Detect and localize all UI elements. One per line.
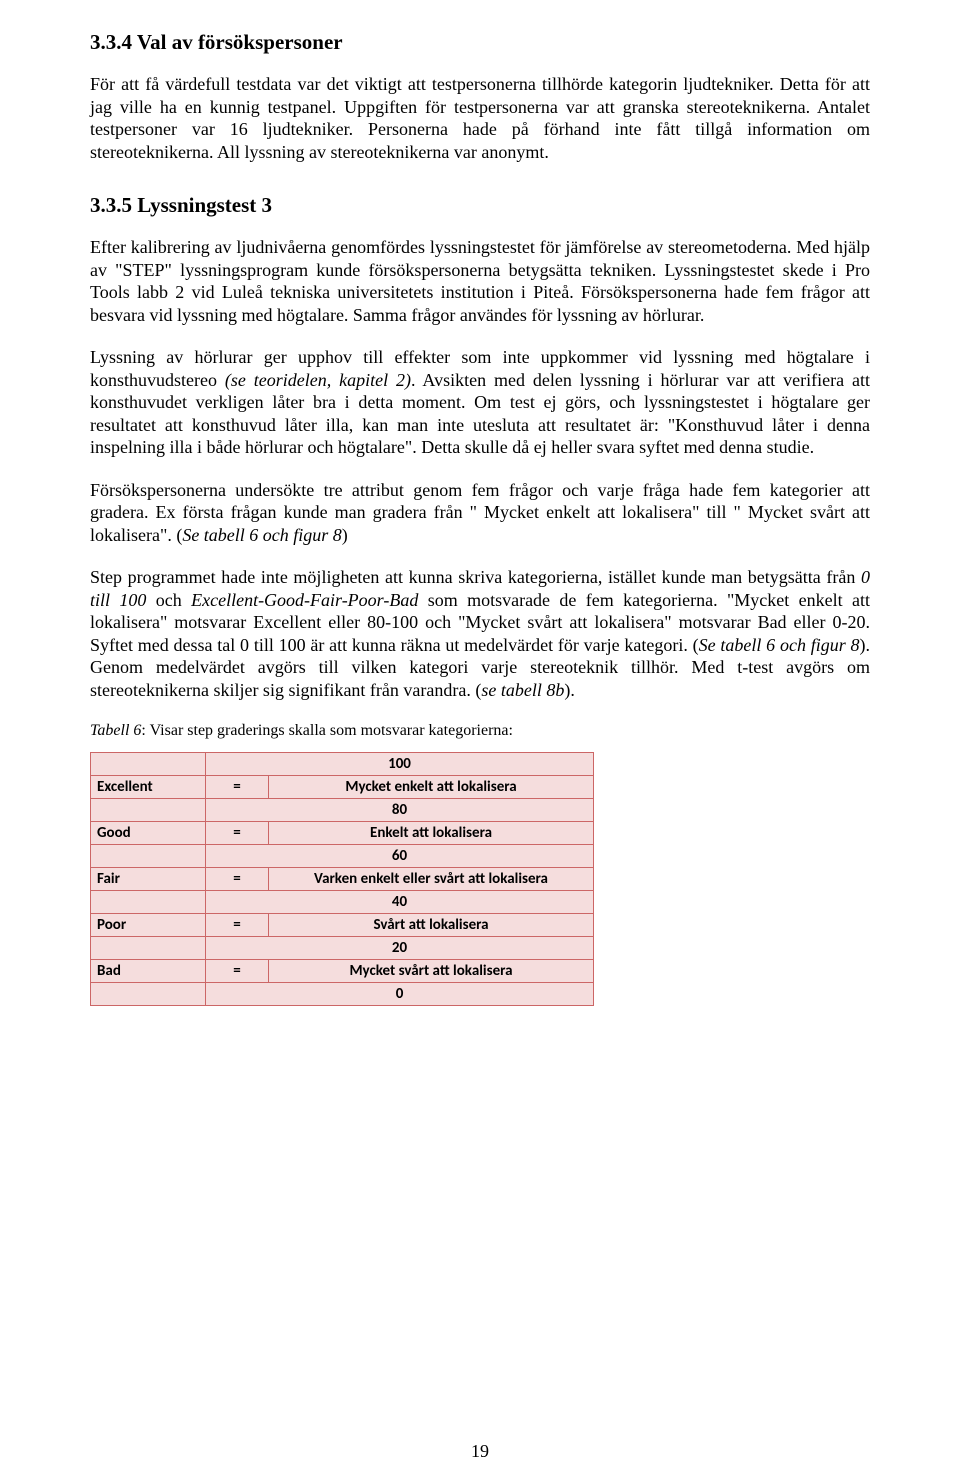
table-cell-category: Excellent [91,775,206,798]
italic-ref: Se tabell 6 och figur 8 [699,635,860,655]
text-span: ). [564,680,575,700]
text-span: och [146,590,191,610]
heading-335: 3.3.5 Lyssningstest 3 [90,193,870,218]
italic-ref: (se teoridelen, kapitel 2) [225,370,411,390]
table-cell-number: 40 [206,890,594,913]
italic-ref: se tabell 8b [481,680,564,700]
table-cell-equals: = [206,959,269,982]
table-cell-number: 60 [206,844,594,867]
caption-text: : Visar step graderings skalla som motsv… [141,722,513,739]
table-cell-empty [91,890,206,913]
table-cell-description: Mycket svårt att lokalisera [269,959,594,982]
table-cell-empty [91,752,206,775]
table-row: 0 [91,982,594,1005]
heading-334: 3.3.4 Val av försökspersoner [90,30,870,55]
table-cell-description: Enkelt att lokalisera [269,821,594,844]
table-cell-category: Bad [91,959,206,982]
table-row: Good=Enkelt att lokalisera [91,821,594,844]
para-335-3: Försökspersonerna undersökte tre attribu… [90,479,870,547]
table-cell-empty [91,844,206,867]
table-cell-equals: = [206,867,269,890]
table-row: Poor=Svårt att lokalisera [91,913,594,936]
table-cell-number: 80 [206,798,594,821]
table-cell-category: Fair [91,867,206,890]
table-cell-category: Poor [91,913,206,936]
table-row: 20 [91,936,594,959]
table-row: 100 [91,752,594,775]
table-row: 60 [91,844,594,867]
caption-label: Tabell 6 [90,722,141,739]
italic-span: Excellent-Good-Fair-Poor-Bad [191,590,418,610]
table-cell-equals: = [206,821,269,844]
table-caption: Tabell 6: Visar step graderings skalla s… [90,721,870,742]
table-cell-description: Varken enkelt eller svårt att lokalisera [269,867,594,890]
table-cell-equals: = [206,913,269,936]
para-335-4: Step programmet hade inte möjligheten at… [90,566,870,701]
para-335-2: Lyssning av hörlurar ger upphov till eff… [90,346,870,459]
table-cell-description: Mycket enkelt att lokalisera [269,775,594,798]
table-cell-number: 20 [206,936,594,959]
table-cell-number: 100 [206,752,594,775]
table-row: 40 [91,890,594,913]
table-cell-description: Svårt att lokalisera [269,913,594,936]
text-span: ) [342,525,348,545]
table-cell-empty [91,798,206,821]
para-335-1: Efter kalibrering av ljudnivåerna genomf… [90,236,870,326]
table-cell-equals: = [206,775,269,798]
table-row: Fair=Varken enkelt eller svårt att lokal… [91,867,594,890]
italic-ref: Se tabell 6 och figur 8 [182,525,341,545]
table-cell-number: 0 [206,982,594,1005]
grade-table: 100Excellent=Mycket enkelt att lokaliser… [90,752,594,1006]
table-row: Bad=Mycket svårt att lokalisera [91,959,594,982]
page-number: 19 [0,1441,960,1462]
table-cell-empty [91,982,206,1005]
table-row: 80 [91,798,594,821]
table-cell-category: Good [91,821,206,844]
table-cell-empty [91,936,206,959]
text-span: Step programmet hade inte möjligheten at… [90,567,861,587]
para-334: För att få värdefull testdata var det vi… [90,73,870,163]
table-row: Excellent=Mycket enkelt att lokalisera [91,775,594,798]
page: 3.3.4 Val av försökspersoner För att få … [0,0,960,1484]
